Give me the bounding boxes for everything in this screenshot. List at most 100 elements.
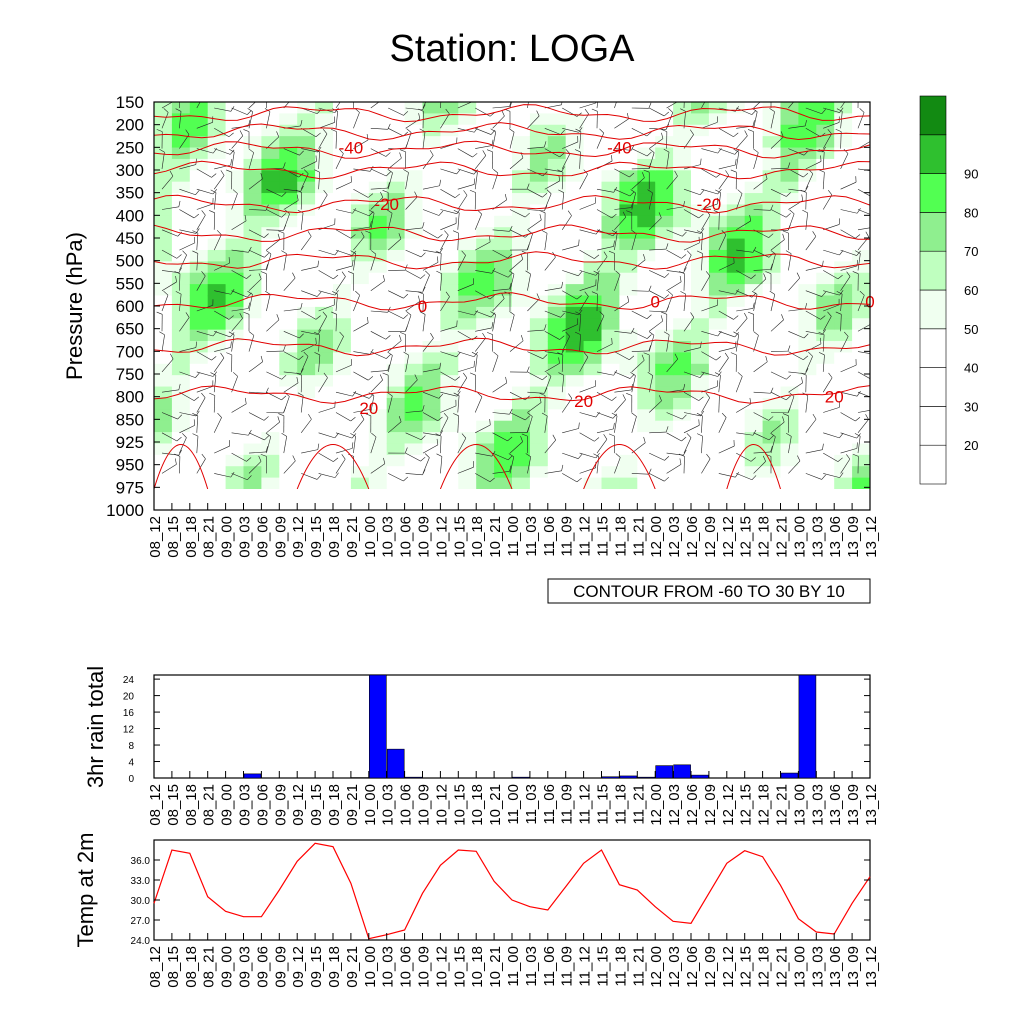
humidity-cell xyxy=(297,443,316,456)
wind-barb xyxy=(422,412,438,422)
humidity-cell xyxy=(279,341,298,354)
rain-bar xyxy=(386,748,405,779)
wind-barb-flag xyxy=(734,341,737,348)
humidity-cell xyxy=(512,466,531,479)
wind-barb-flag xyxy=(352,208,357,214)
humidity-cell xyxy=(422,352,441,365)
time-tick-label: 11_15 xyxy=(595,516,612,557)
humidity-cell xyxy=(655,329,674,342)
humidity-cell xyxy=(243,409,262,422)
humidity-cell xyxy=(404,318,424,331)
wind-barb-flag xyxy=(782,230,789,234)
humidity-cell xyxy=(691,136,710,149)
wind-barb xyxy=(579,385,596,393)
wind-barb-flag xyxy=(382,274,385,281)
humidity-cell xyxy=(637,284,656,297)
humidity-cell xyxy=(154,386,173,399)
wind-barb-flag xyxy=(865,231,870,238)
humidity-cell xyxy=(476,318,495,331)
humidity-cell xyxy=(494,443,513,456)
wind-barb xyxy=(231,473,248,481)
humidity-cell xyxy=(708,375,728,388)
wind-barb xyxy=(701,371,718,377)
humidity-cell xyxy=(762,249,782,262)
humidity-cell xyxy=(494,306,513,319)
wind-barb-flag xyxy=(812,231,817,237)
humidity-cell xyxy=(189,363,209,376)
wind-barb-flag xyxy=(230,341,232,348)
wind-barb xyxy=(579,229,597,235)
wind-barb-flag xyxy=(525,212,530,218)
wind-barb xyxy=(388,473,404,482)
humidity-cell xyxy=(547,284,567,297)
humidity-cell xyxy=(798,227,817,240)
humidity-cell xyxy=(512,204,531,217)
humidity-cell xyxy=(583,238,603,251)
wind-barb xyxy=(857,295,865,312)
humidity-cell xyxy=(404,204,424,217)
humidity-cell xyxy=(458,193,477,206)
wind-barb xyxy=(335,432,353,439)
humidity-cell xyxy=(279,136,298,149)
legend-swatch xyxy=(919,212,947,252)
humidity-cell xyxy=(261,102,280,114)
time-tick-label: 13_06 xyxy=(827,946,844,988)
humidity-cell xyxy=(225,227,245,240)
humidity-cell xyxy=(350,238,370,251)
time-tick-label: 11_06 xyxy=(541,946,558,987)
wind-barb-flag xyxy=(750,457,756,462)
wind-barb xyxy=(335,364,352,373)
wind-barb-flag xyxy=(436,256,439,263)
humidity-cell xyxy=(386,238,406,251)
wind-barb-flag xyxy=(733,315,739,320)
wind-barb-flag xyxy=(195,372,200,378)
wind-barb xyxy=(161,206,179,210)
humidity-cell xyxy=(762,466,782,479)
wind-barb xyxy=(214,473,231,478)
humidity-cell xyxy=(529,363,549,376)
wind-barb-flag xyxy=(247,110,252,115)
humidity-cell xyxy=(350,113,370,126)
humidity-cell xyxy=(207,363,227,376)
legend-swatch xyxy=(919,406,947,446)
humidity-cell xyxy=(655,306,674,319)
wind-barb xyxy=(370,197,384,210)
humidity-cell xyxy=(834,306,853,319)
humidity-cell xyxy=(333,113,352,126)
humidity-cell xyxy=(225,363,245,376)
wind-barb xyxy=(683,229,701,234)
humidity-cell xyxy=(726,352,746,365)
humidity-cell xyxy=(368,329,388,342)
wind-barb-flag xyxy=(278,413,285,417)
wind-barb-flag xyxy=(281,432,287,437)
humidity-cell xyxy=(225,238,245,251)
contour-note: CONTOUR FROM -60 TO 30 BY 10 xyxy=(573,582,845,601)
time-tick-label: 12_15 xyxy=(738,946,755,988)
wind-barb xyxy=(718,262,735,271)
humidity-cell xyxy=(279,113,298,126)
humidity-cell xyxy=(852,272,870,285)
humidity-cell xyxy=(565,204,585,217)
humidity-cell xyxy=(494,102,513,114)
time-tick-label: 10_00 xyxy=(362,516,379,558)
wind-barb xyxy=(788,331,805,339)
wind-barb xyxy=(370,213,375,230)
humidity-cell xyxy=(458,306,477,319)
wind-barb-flag xyxy=(315,132,321,137)
wind-barb xyxy=(475,452,492,457)
humidity-cell xyxy=(780,113,799,126)
humidity-cell xyxy=(691,284,710,297)
wind-barb-flag xyxy=(681,436,687,442)
humidity-cell xyxy=(333,386,352,399)
wind-barb-flag xyxy=(627,295,630,302)
humidity-cell xyxy=(512,170,531,183)
humidity-cell xyxy=(154,329,173,342)
time-tick-label: 12_15 xyxy=(738,516,755,558)
humidity-cell xyxy=(422,215,441,228)
humidity-cell xyxy=(816,147,835,160)
wind-barb-flag xyxy=(265,263,269,270)
wind-barb xyxy=(492,288,510,291)
humidity-cell xyxy=(852,227,870,240)
legend-swatch xyxy=(919,367,947,407)
humidity-cell xyxy=(458,477,477,489)
